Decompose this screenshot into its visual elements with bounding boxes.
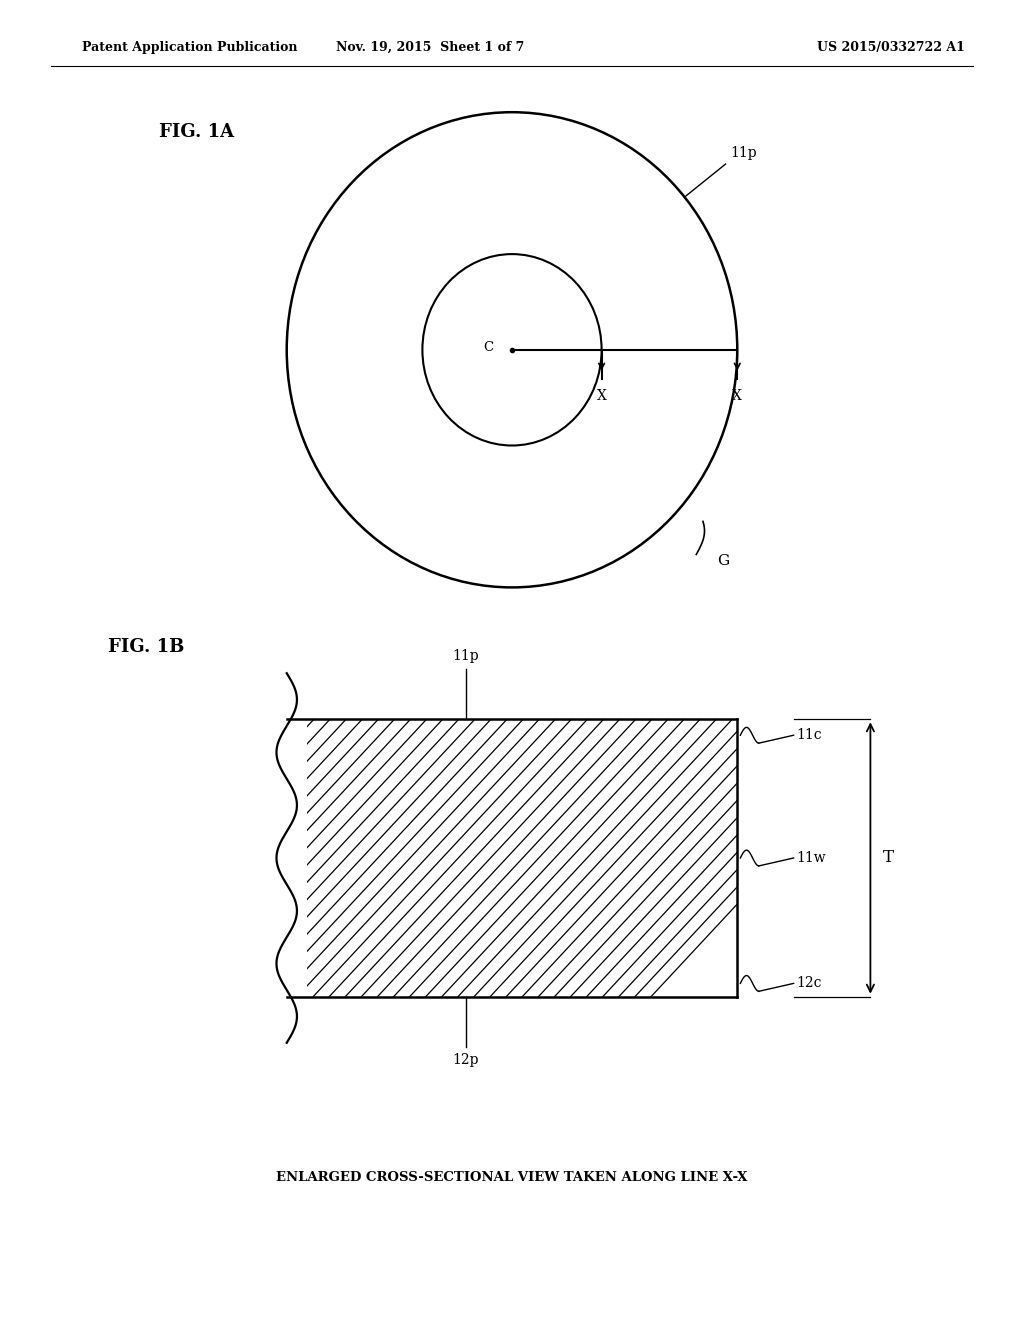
Text: 11p: 11p bbox=[731, 147, 758, 160]
Text: G: G bbox=[717, 554, 729, 568]
Text: T: T bbox=[883, 850, 894, 866]
Text: US 2015/0332722 A1: US 2015/0332722 A1 bbox=[817, 41, 965, 54]
Text: 11c: 11c bbox=[797, 729, 822, 742]
Text: C: C bbox=[483, 341, 494, 354]
Text: FIG. 1A: FIG. 1A bbox=[159, 123, 233, 141]
Text: ENLARGED CROSS-SECTIONAL VIEW TAKEN ALONG LINE X-X: ENLARGED CROSS-SECTIONAL VIEW TAKEN ALON… bbox=[276, 1171, 748, 1184]
Text: 12p: 12p bbox=[453, 1053, 479, 1068]
Bar bbox=[287, 719, 737, 997]
Text: Nov. 19, 2015  Sheet 1 of 7: Nov. 19, 2015 Sheet 1 of 7 bbox=[336, 41, 524, 54]
Text: FIG. 1B: FIG. 1B bbox=[108, 638, 184, 656]
Text: Patent Application Publication: Patent Application Publication bbox=[82, 41, 297, 54]
Text: 11p: 11p bbox=[453, 648, 479, 663]
Text: X: X bbox=[597, 389, 606, 404]
Text: X: X bbox=[732, 389, 742, 404]
Text: 12c: 12c bbox=[797, 977, 822, 990]
Text: 11w: 11w bbox=[797, 851, 826, 865]
Bar bbox=[274, 718, 307, 998]
